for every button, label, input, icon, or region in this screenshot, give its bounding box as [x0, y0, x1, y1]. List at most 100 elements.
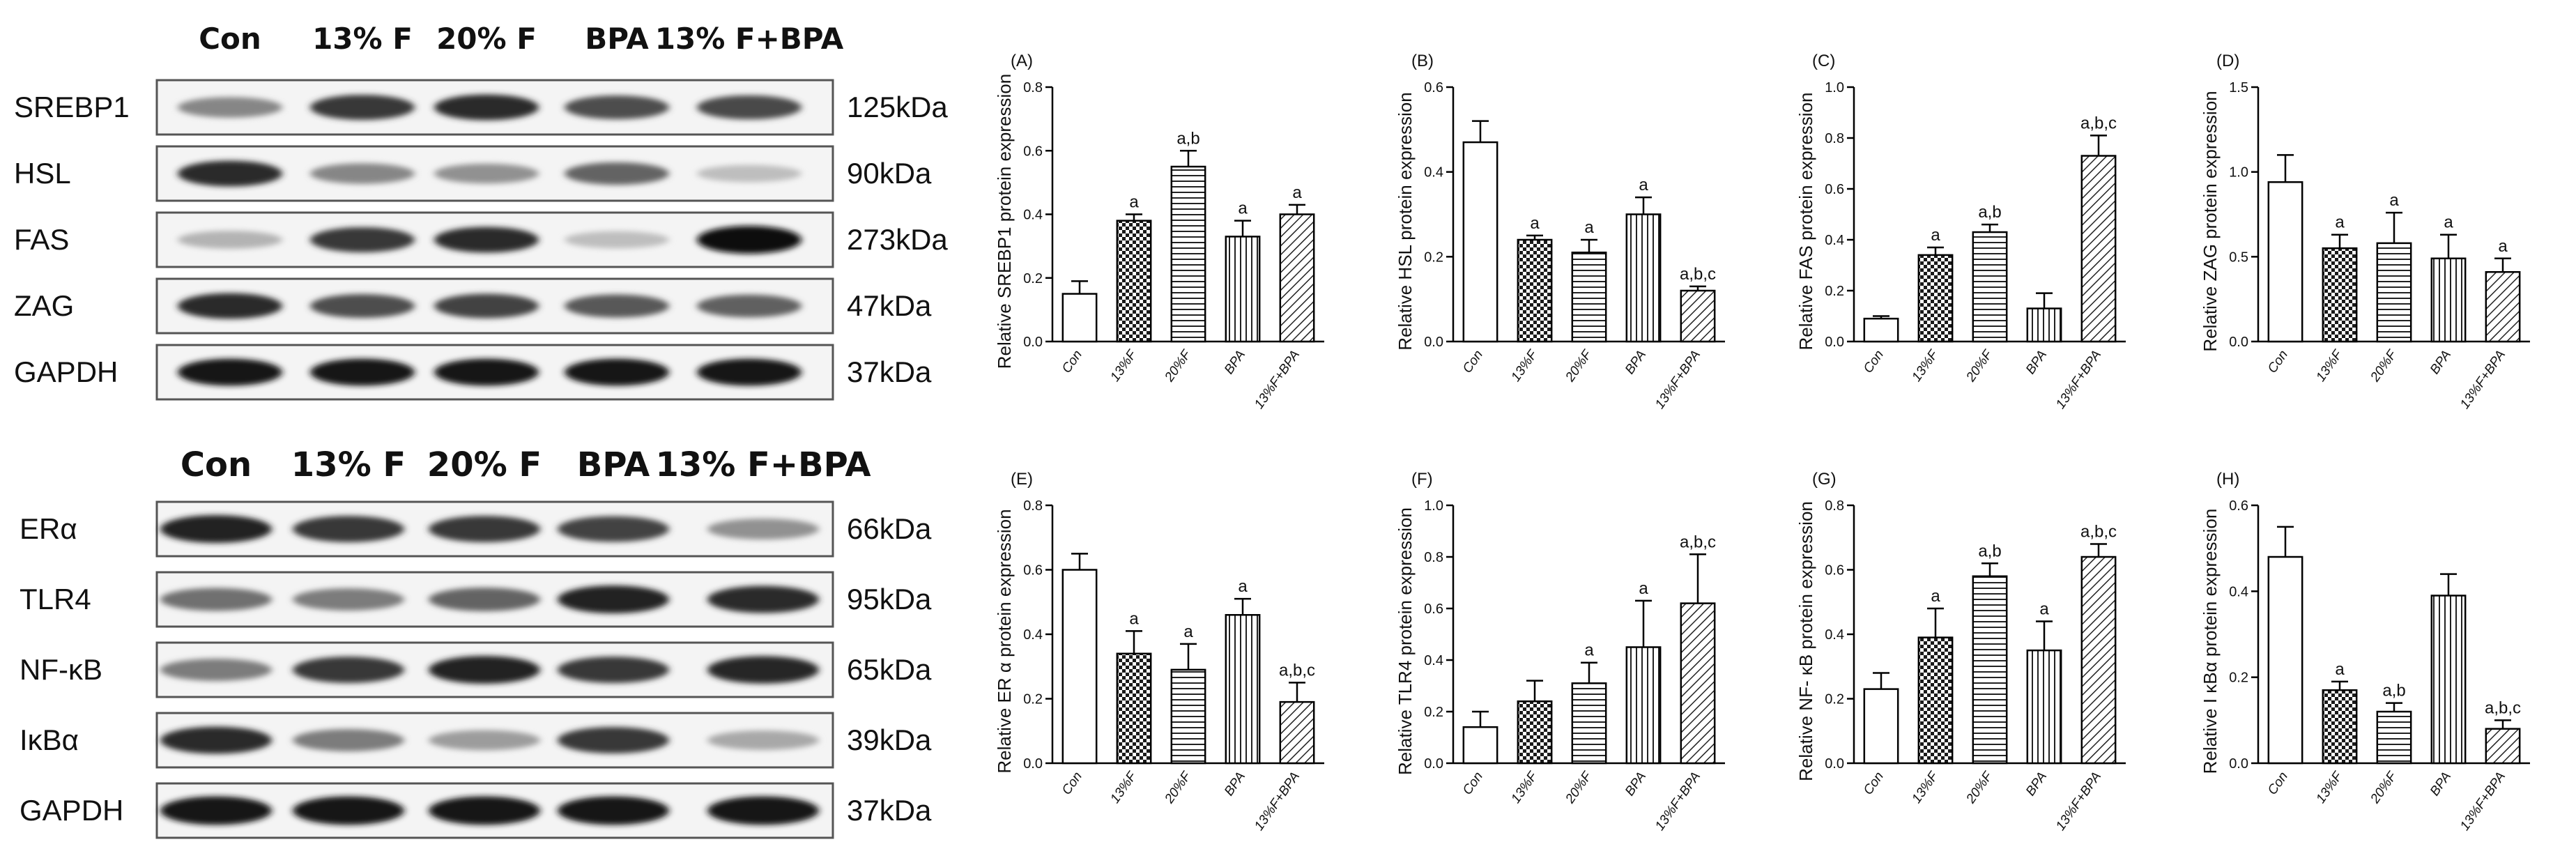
panel-letter: (C) [1812, 52, 1835, 70]
y-tick-label: 0.0 [1825, 335, 1844, 350]
chart-panel-B: (B) 0.0 0.2 0.4 0.6 Relative HSL protein expr… [1395, 52, 1725, 412]
x-tick-label: 20%F [2368, 347, 2400, 385]
molecular-weight: 66kDa [847, 512, 932, 545]
bar-13-f [1517, 238, 1553, 343]
x-tick-label: BPA [1222, 348, 1248, 377]
bar-con [1863, 317, 1899, 343]
significance-label: a [1238, 577, 1248, 596]
significance-label: a [1584, 641, 1594, 660]
molecular-weight: 95kDa [847, 583, 932, 615]
significance-label: a [2335, 660, 2345, 679]
y-tick-label: 0.2 [1023, 271, 1043, 286]
protein-band [178, 160, 282, 187]
bar-bpa [1625, 213, 1662, 343]
significance-label: a,b [2382, 682, 2405, 700]
y-tick-label: 0.8 [1825, 498, 1844, 514]
protein-band [707, 796, 819, 825]
x-tick-label: BPA [2428, 348, 2454, 377]
y-tick-label: 0.0 [2229, 335, 2248, 350]
y-tick-label: 0.4 [1825, 233, 1844, 248]
lane-label: 20% F [427, 445, 542, 484]
x-tick-label: BPA [1623, 769, 1649, 799]
y-tick-label: 0.2 [1825, 692, 1844, 707]
chart-panel-H: (H) 0.0 0.2 0.4 0.6 Relative I κBα protein ex… [2200, 470, 2530, 834]
protein-band [434, 358, 539, 386]
bar-bpa [1225, 236, 1261, 343]
y-tick-label: 0.8 [1023, 498, 1043, 514]
significance-label: a,b [1176, 129, 1199, 148]
blot-group-blots_top: Con 13% F 20% F BPA 13% F+BPA SREBP1 125kDa HSL… [14, 22, 948, 401]
protein-band [293, 588, 404, 611]
y-tick-label: 0.6 [1424, 602, 1443, 617]
x-tick-label: BPA [1623, 348, 1649, 377]
significance-label: a [1584, 218, 1594, 237]
significance-label: a,b,c [2080, 523, 2117, 542]
lane-label: BPA [577, 445, 650, 484]
x-tick-label: 13%F [1909, 347, 1941, 385]
bar-chart-panels: (A) 0.0 0.2 0.4 0.6 0.8 Relative SREBP1 protei… [994, 52, 2530, 834]
significance-label: a [1183, 622, 1193, 641]
molecular-weight: 90kDa [847, 157, 932, 190]
panel-letter: (E) [1011, 470, 1033, 489]
y-tick-label: 0.4 [1424, 165, 1443, 181]
protein-band [697, 358, 802, 386]
molecular-weight: 273kDa [847, 223, 948, 256]
protein-band [434, 227, 539, 253]
protein-name: ZAG [14, 289, 74, 322]
y-tick-label: 0.2 [1424, 705, 1443, 720]
lane-label: 13% F [312, 22, 413, 56]
x-tick-label: Con [1861, 348, 1887, 376]
y-tick-label: 0.4 [1023, 627, 1043, 643]
significance-label: a [2335, 213, 2345, 232]
y-tick-label: 0.5 [2229, 250, 2248, 265]
molecular-weight: 39kDa [847, 723, 932, 756]
significance-label: a,b,c [1279, 661, 1315, 680]
lane-label: 13% F+BPA [655, 22, 844, 56]
protein-band [160, 588, 272, 611]
bar-13-f-bpa [2080, 155, 2117, 343]
chart-panel-C: (C) 0.0 0.2 0.4 0.6 0.8 1.0 Relative FAS protei… [1795, 52, 2126, 412]
y-axis-label: Relative TLR4 protein expression [1395, 507, 1416, 775]
y-tick-label: 0.6 [1825, 182, 1844, 197]
protein-band [434, 293, 539, 319]
protein-band [558, 657, 669, 683]
significance-label: a [2498, 237, 2508, 256]
bar-13-f-bpa [2485, 728, 2521, 765]
significance-label: a,b,c [1680, 265, 1716, 284]
y-tick-label: 0.2 [1023, 692, 1043, 707]
bar-13-f-bpa [2485, 270, 2521, 343]
x-tick-label: 13%F+BPA [1653, 769, 1703, 834]
significance-label: a [1129, 193, 1139, 212]
protein-band [160, 796, 272, 825]
significance-label: a [1639, 176, 1648, 194]
protein-band [707, 656, 819, 684]
protein-band [707, 730, 819, 750]
protein-name: NF-κB [20, 653, 102, 686]
protein-name: SREBP1 [14, 91, 130, 123]
blot-group-blots_bottom: Con 13% F 20% F BPA 13% F+BPA ERα 66kDa TLR4 95k… [20, 445, 932, 839]
bar-bpa [1225, 614, 1261, 765]
y-tick-label: 0.0 [1424, 335, 1443, 350]
x-tick-label: Con [1059, 348, 1085, 376]
x-tick-label: 13%F [1909, 769, 1941, 806]
x-tick-label: Con [1059, 769, 1085, 798]
y-tick-label: 0.8 [1023, 80, 1043, 95]
y-tick-label: 0.0 [1023, 756, 1043, 772]
protein-band [310, 358, 415, 386]
protein-band [707, 585, 819, 613]
lane-label: 20% F [436, 22, 537, 56]
protein-band [558, 727, 669, 753]
protein-band [310, 163, 415, 184]
panel-letter: (H) [2216, 470, 2239, 489]
bar-con [2267, 181, 2303, 343]
protein-band [565, 231, 669, 249]
y-axis-label: Relative FAS protein expression [1795, 93, 1816, 351]
y-tick-label: 0.0 [1424, 756, 1443, 772]
significance-label: a,b,c [2485, 698, 2521, 717]
bar-13-f-bpa [1279, 700, 1315, 765]
x-tick-label: BPA [2023, 769, 2050, 799]
panel-letter: (G) [1812, 470, 1837, 489]
y-tick-label: 0.0 [2229, 756, 2248, 772]
protein-name: FAS [14, 223, 69, 256]
protein-band [178, 293, 282, 319]
